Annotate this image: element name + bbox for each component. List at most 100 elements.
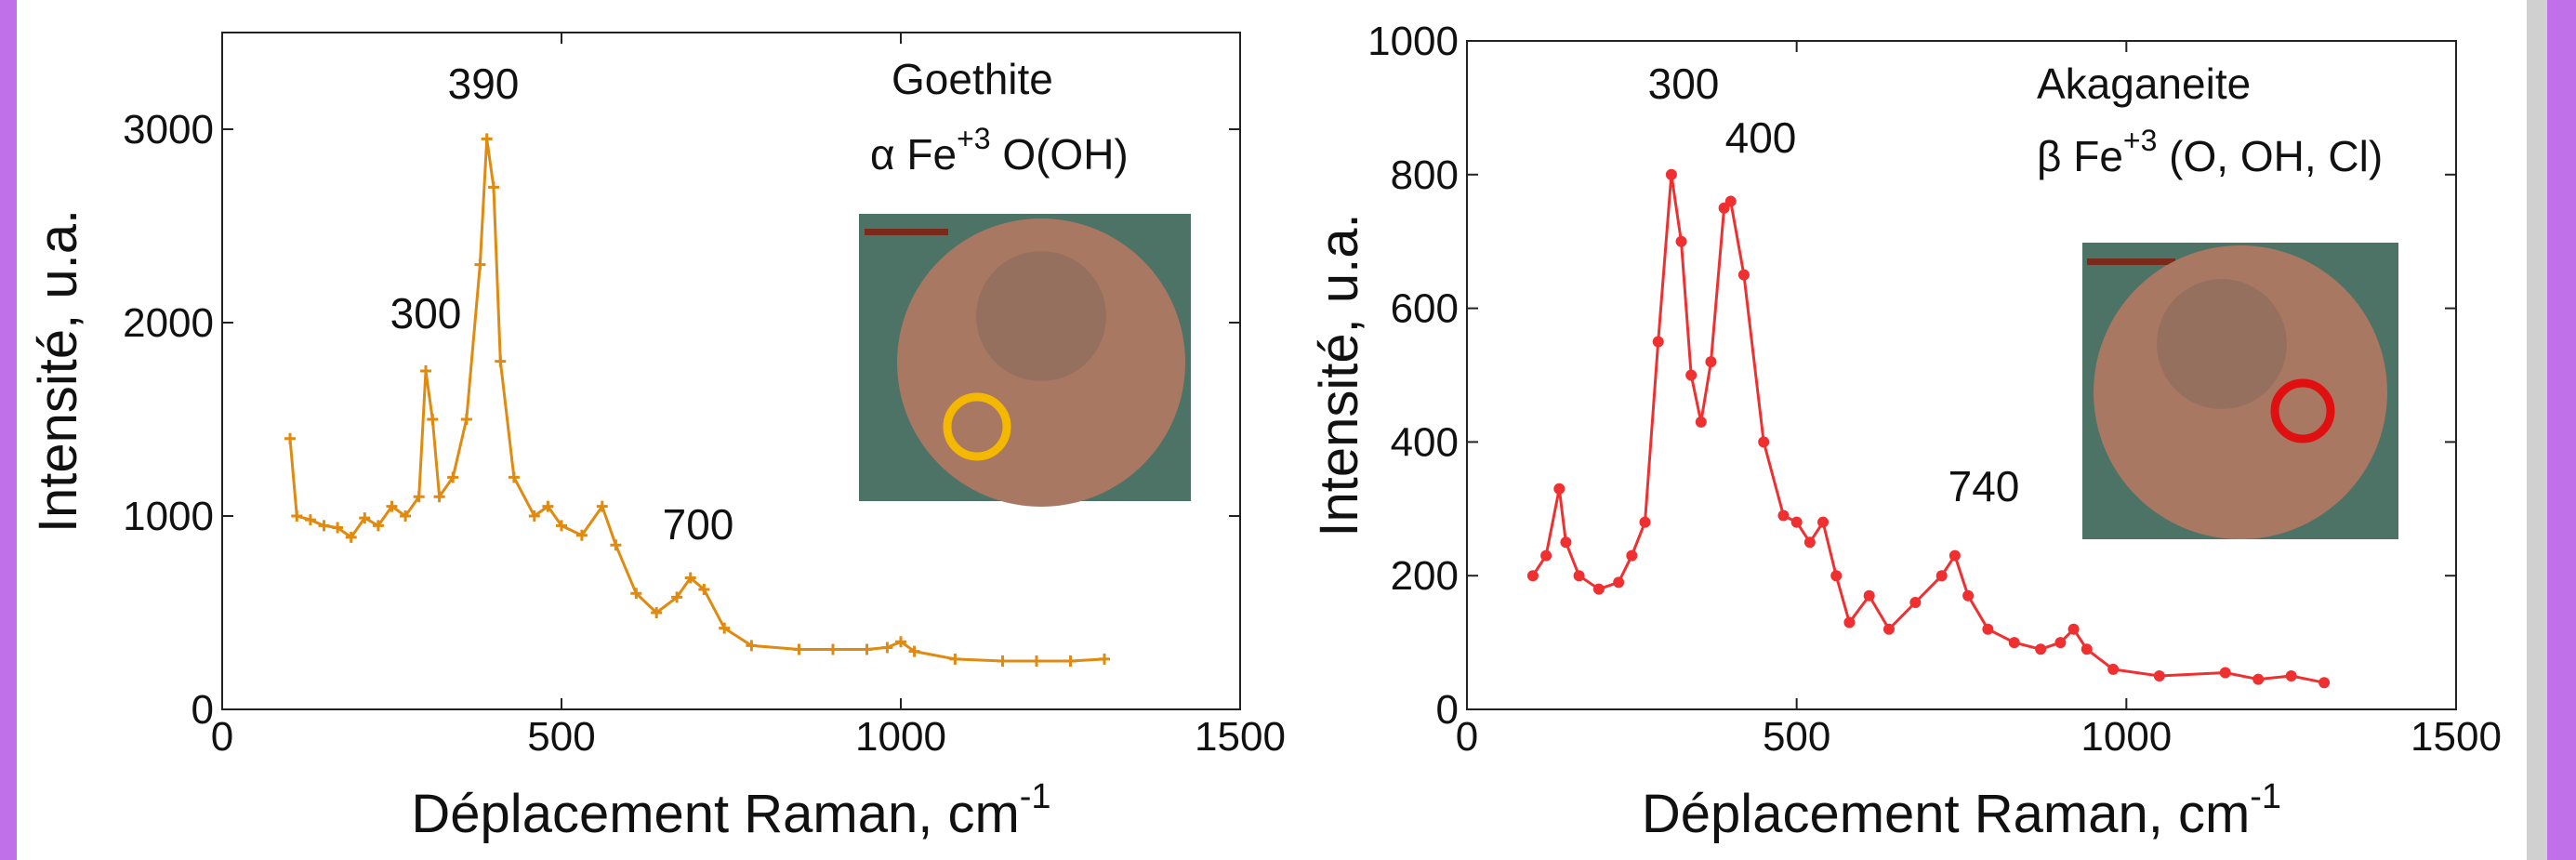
x-axis-label: Déplacement Raman, cm-1: [411, 777, 1050, 844]
data-point: [1540, 550, 1552, 562]
data-point: [1817, 517, 1829, 528]
formula-superscript: +3: [2123, 124, 2157, 157]
data-point: [1696, 417, 1707, 428]
data-point: [2068, 624, 2080, 635]
data-point: [1099, 654, 1110, 665]
data-point: [1031, 655, 1042, 667]
data-point: [1685, 370, 1697, 381]
data-point: [1758, 436, 1769, 447]
y-tick-label: 400: [1391, 419, 1459, 465]
data-point: [1065, 655, 1077, 667]
data-point: [1791, 517, 1803, 528]
x-tick-label: 1000: [2081, 714, 2172, 760]
right-gray-strip: [2527, 0, 2547, 860]
y-axis-label: Intensité, u.a.: [28, 209, 88, 533]
data-point: [474, 259, 485, 271]
y-tick-label: 0: [1436, 687, 1459, 733]
right-border: [2547, 0, 2576, 860]
x-tick-label: 0: [211, 714, 233, 760]
x-axis-label-superscript: -1: [1020, 777, 1051, 816]
data-point: [2035, 643, 2046, 655]
data-point: [1640, 517, 1651, 528]
formula-rest: O(OH): [991, 130, 1129, 179]
x-axis-label-text: Déplacement Raman, cm: [411, 784, 1019, 844]
data-point: [2286, 670, 2297, 681]
y-tick-label: 0: [192, 687, 214, 733]
data-point: [461, 414, 472, 425]
data-point: [827, 644, 839, 655]
data-point: [1864, 590, 1875, 602]
data-point: [319, 520, 330, 531]
data-point: [2154, 670, 2165, 681]
data-point: [1527, 570, 1539, 581]
data-point: [1962, 590, 1974, 602]
data-point: [1843, 617, 1855, 628]
data-point: [1613, 576, 1624, 588]
mineral-name: Akaganeite: [2037, 60, 2251, 108]
mineral-formula: β Fe+3 (O, OH, Cl): [2037, 124, 2383, 180]
data-point: [1738, 270, 1750, 281]
mineral-formula: α Fe+3 O(OH): [870, 122, 1129, 179]
data-point: [1553, 483, 1565, 495]
data-point: [862, 644, 873, 655]
data-point: [1949, 550, 1961, 562]
data-point: [1909, 597, 1921, 608]
data-point: [1804, 536, 1816, 548]
data-point: [2252, 674, 2264, 685]
peak-label: 400: [1725, 113, 1797, 162]
y-tick-label: 1000: [123, 494, 214, 539]
data-point: [1883, 624, 1895, 635]
data-point: [1653, 337, 1664, 348]
data-point: [1560, 536, 1571, 548]
data-point: [881, 642, 892, 653]
data-point: [794, 644, 805, 655]
data-point: [427, 414, 438, 425]
peak-label: 740: [1949, 462, 2020, 510]
y-tick-label: 600: [1391, 286, 1459, 332]
y-tick-label: 2000: [123, 300, 214, 346]
x-axis-label: Déplacement Raman, cm-1: [1642, 777, 2281, 844]
y-axis-label: Intensité, u.a.: [1309, 213, 1369, 536]
data-point: [420, 365, 431, 377]
formula-superscript: +3: [957, 122, 990, 155]
formula-base: α Fe: [870, 130, 957, 179]
data-point: [1593, 584, 1605, 595]
mineral-name: Goethite: [892, 55, 1053, 103]
data-point: [1574, 570, 1585, 581]
data-point: [291, 510, 302, 522]
y-tick-label: 1000: [1367, 19, 1459, 64]
peak-label: 390: [448, 60, 520, 108]
y-tick-label: 200: [1391, 553, 1459, 599]
peak-label: 700: [663, 500, 734, 549]
x-tick-label: 1500: [1195, 714, 1286, 760]
x-tick-label: 500: [527, 714, 595, 760]
data-point: [2009, 637, 2020, 648]
data-point: [305, 514, 316, 525]
data-point: [997, 655, 1009, 667]
inset-photo-goethite: [859, 214, 1191, 507]
data-point: [1936, 570, 1948, 581]
data-point: [2107, 664, 2119, 675]
data-point: [1982, 624, 1993, 635]
x-tick-label: 1000: [855, 714, 946, 760]
data-point: [1676, 236, 1687, 247]
data-point: [610, 539, 621, 550]
y-tick-label: 3000: [123, 107, 214, 152]
formula-base: β Fe: [2037, 132, 2123, 180]
data-point: [2220, 667, 2231, 678]
data-point: [1777, 509, 1789, 521]
data-point: [284, 433, 296, 444]
data-point: [949, 654, 960, 665]
formula-rest: (O, OH, Cl): [2157, 132, 2383, 180]
data-point: [2318, 677, 2330, 688]
figure: 0500100015000100020003000Déplacement Ram…: [0, 0, 2576, 860]
x-axis-label-text: Déplacement Raman, cm: [1642, 784, 2250, 844]
data-point: [1705, 356, 1716, 367]
peak-label: 300: [390, 289, 462, 337]
data-point: [2054, 637, 2066, 648]
data-point: [1626, 550, 1637, 562]
x-tick-label: 1500: [2411, 714, 2502, 760]
data-point: [495, 356, 506, 367]
data-point: [488, 181, 499, 192]
data-point: [482, 133, 493, 144]
